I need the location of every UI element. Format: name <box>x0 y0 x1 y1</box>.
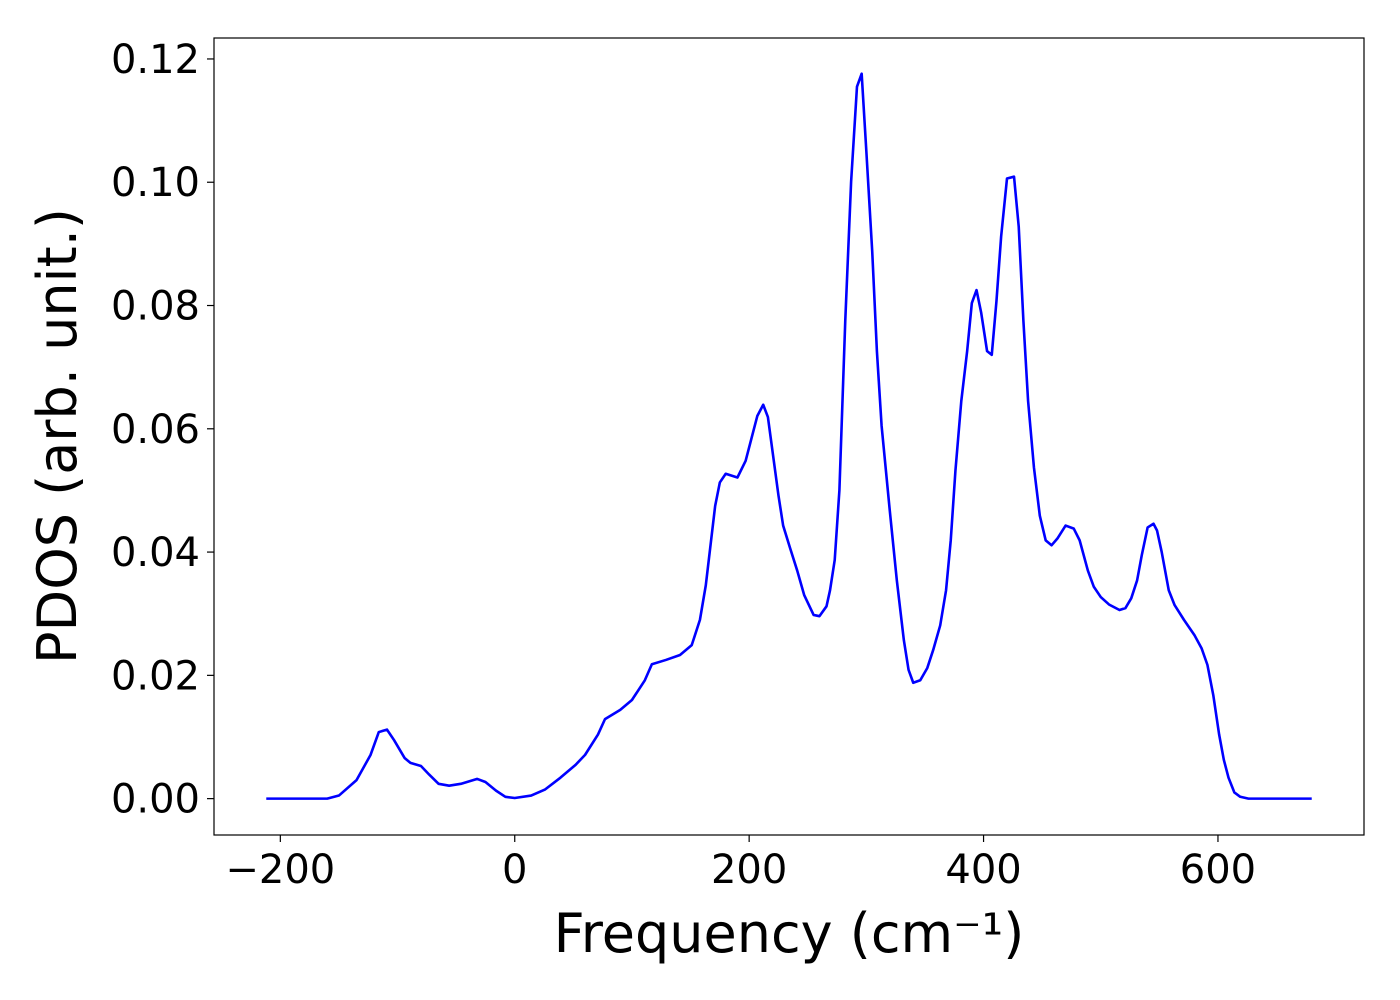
y-tick-label: 0.10 <box>111 160 200 206</box>
y-tick-label: 0.12 <box>111 37 200 83</box>
x-tick-label: 400 <box>945 847 1021 893</box>
y-tick-label: 0.08 <box>111 284 200 330</box>
y-tick-label: 0.02 <box>111 653 200 699</box>
x-tick-label: 200 <box>711 847 787 893</box>
y-axis-label: PDOS (arb. unit.) <box>26 208 89 664</box>
x-tick-label: −200 <box>225 847 335 893</box>
plot-frame <box>213 37 1365 836</box>
x-axis-label: Frequency (cm⁻¹) <box>554 902 1025 965</box>
y-tick-label: 0.00 <box>111 777 200 823</box>
x-tick-label: 0 <box>502 847 527 893</box>
x-tick-label: 600 <box>1180 847 1256 893</box>
y-tick-label: 0.06 <box>111 407 200 453</box>
y-tick-label: 0.04 <box>111 530 200 576</box>
data-line <box>266 72 1312 800</box>
